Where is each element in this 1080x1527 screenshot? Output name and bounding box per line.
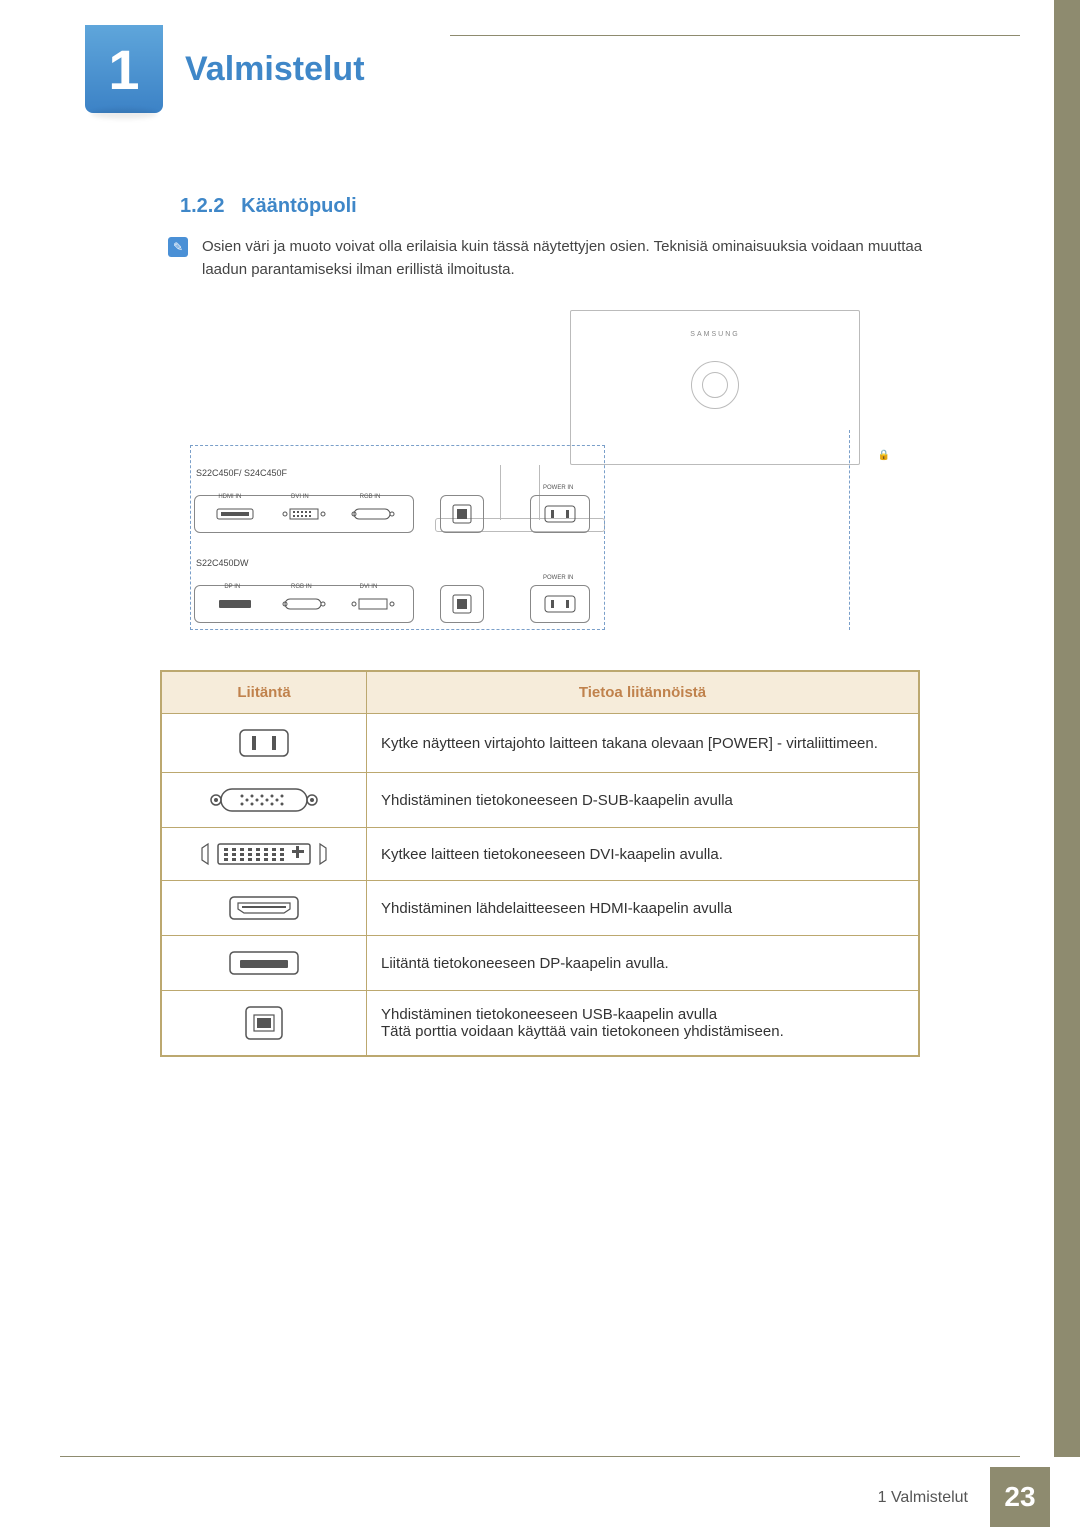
dp-desc: Liitäntä tietokoneeseen DP-kaapelin avul… <box>367 936 919 991</box>
model-b-left-ports: DP IN RGB IN DVI IN <box>194 585 414 623</box>
table-row: Liitäntä tietokoneeseen DP-kaapelin avul… <box>162 936 919 991</box>
note-block: ✎ Osien väri ja muoto voivat olla erilai… <box>168 235 968 282</box>
table-row: Kytke näytteen virtajohto laitteen takan… <box>162 714 919 773</box>
port-label-hdmi: HDMI IN <box>218 494 241 500</box>
table-row: Yhdistäminen lähdelaitteeseen HDMI-kaape… <box>162 881 919 936</box>
note-icon: ✎ <box>168 237 188 257</box>
port-label-rgb-a: RGB IN <box>360 494 381 500</box>
power-label-b: POWER IN <box>543 575 573 581</box>
power-connector-icon <box>162 714 367 773</box>
page-number: 23 <box>990 1467 1050 1527</box>
table-row: Yhdistäminen tietokoneeseen USB-kaapelin… <box>162 991 919 1056</box>
model-a-power-port: POWER IN <box>530 495 590 533</box>
table-header-desc: Tietoa liitännöistä <box>367 672 919 714</box>
table-row: Kytkee laitteen tietokoneeseen DVI-kaape… <box>162 828 919 881</box>
dp-connector-icon <box>162 936 367 991</box>
power-label-a: POWER IN <box>543 485 573 491</box>
chapter-title: Valmistelut <box>185 50 365 89</box>
hdmi-connector-icon <box>162 881 367 936</box>
port-label-dp: DP IN <box>224 584 240 590</box>
note-text: Osien väri ja muoto voivat olla erilaisi… <box>202 235 968 282</box>
footer-chapter-ref: 1 Valmistelut <box>878 1489 968 1507</box>
section-number: 1.2.2 <box>180 195 224 217</box>
chapter-number-badge: 1 <box>85 25 163 113</box>
monitor-mount-hole <box>691 361 739 409</box>
dvi-desc: Kytkee laitteen tietokoneeseen DVI-kaape… <box>367 828 919 881</box>
port-label-dvi-a: DVI IN <box>291 494 309 500</box>
chapter-header: 1 Valmistelut <box>85 25 985 113</box>
table-header-port: Liitäntä <box>162 672 367 714</box>
port-label-rgb-b: RGB IN <box>291 584 312 590</box>
hdmi-desc: Yhdistäminen lähdelaitteeseen HDMI-kaape… <box>367 881 919 936</box>
kensington-lock-icon: 🔒 <box>878 450 890 461</box>
section-title: Kääntöpuoli <box>241 195 357 217</box>
power-desc: Kytke näytteen virtajohto laitteen takan… <box>367 714 919 773</box>
model-b-usb-port <box>440 585 484 623</box>
model-b-label: S22C450DW <box>196 558 249 568</box>
rear-panel-diagram: SAMSUNG 🔒 S22C450F/ S24C450F HDMI IN DVI… <box>180 310 860 640</box>
model-a-label: S22C450F/ S24C450F <box>196 468 287 478</box>
dsub-desc: Yhdistäminen tietokoneeseen D-SUB-kaapel… <box>367 773 919 828</box>
dvi-connector-icon <box>162 828 367 881</box>
section-heading: 1.2.2 Kääntöpuoli <box>180 195 357 218</box>
usb-connector-icon <box>162 991 367 1056</box>
model-b-power-port: POWER IN <box>530 585 590 623</box>
model-a-left-ports: HDMI IN DVI IN RGB IN <box>194 495 414 533</box>
dsub-connector-icon <box>162 773 367 828</box>
footer-rule <box>60 1456 1020 1457</box>
monitor-brand-label: SAMSUNG <box>690 331 739 338</box>
model-a-usb-port <box>440 495 484 533</box>
header-rule <box>450 35 1020 36</box>
usb-desc: Yhdistäminen tietokoneeseen USB-kaapelin… <box>367 991 919 1056</box>
table-row: Yhdistäminen tietokoneeseen D-SUB-kaapel… <box>162 773 919 828</box>
side-accent-bar <box>1054 0 1080 1457</box>
port-label-dvi-b: DVI IN <box>360 584 378 590</box>
connector-table: Liitäntä Tietoa liitännöistä Kytke näytt… <box>160 670 920 1057</box>
